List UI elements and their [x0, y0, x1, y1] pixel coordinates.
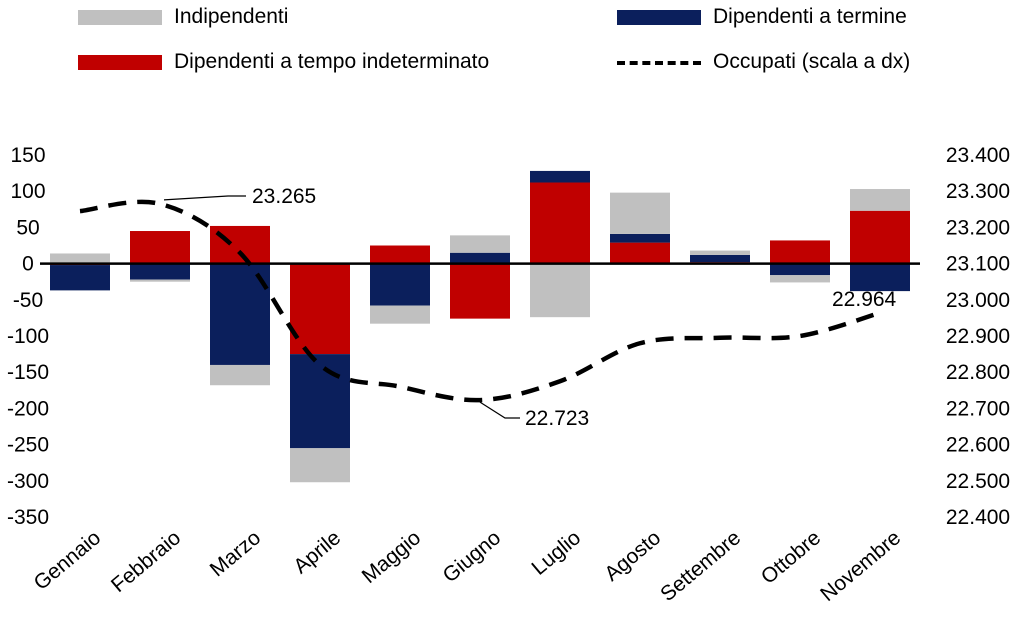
bars-layer — [50, 170, 910, 483]
legend-item-dipendenti-a-tempo-indeterminato: Dipendenti a tempo indeterminato — [78, 50, 489, 74]
bar-dipendenti-a-tempo-indeterminato-febbraio — [130, 231, 190, 264]
y-right-tick-label: 23.300 — [946, 180, 1010, 203]
chart-legend: Indipendenti Dipendenti a termine Dipend… — [0, 0, 1024, 90]
legend-label-dipendenti-a-tempo-indeterminato: Dipendenti a tempo indeterminato — [174, 50, 490, 73]
bar-dipendenti-a-tempo-indeterminato-giugno — [450, 263, 510, 319]
x-tick-label-giugno: Giugno — [439, 526, 506, 587]
y-right-tick-label: 22.900 — [946, 325, 1010, 348]
bar-dipendenti-a-termine-gennaio — [50, 265, 110, 291]
legend-swatch-dipendenti-a-termine — [617, 9, 701, 25]
bar-dipendenti-a-termine-agosto — [610, 233, 670, 243]
legend-swatch-dipendenti-a-tempo-indeterminato — [78, 54, 162, 70]
y-left-tick-label: 0 — [22, 253, 34, 276]
y-right-tick-label: 23.000 — [946, 289, 1010, 312]
y-left-tick-label: -200 — [7, 397, 49, 420]
bar-indipendenti-febbraio — [130, 279, 190, 282]
bar-indipendenti-giugno — [450, 235, 510, 253]
y-right-tick-label: 22.700 — [946, 397, 1010, 420]
x-tick-label-maggio: Maggio — [358, 526, 426, 588]
bar-dipendenti-a-tempo-indeterminato-luglio — [530, 182, 590, 264]
y-left-tick-label: 150 — [10, 144, 45, 167]
x-tick-label-ottobre: Ottobre — [757, 526, 825, 589]
legend-label-indipendenti: Indipendenti — [174, 5, 289, 28]
bar-indipendenti-novembre — [850, 189, 910, 211]
y-left-tick-label: -350 — [7, 506, 49, 529]
bar-dipendenti-a-termine-ottobre — [770, 263, 830, 276]
x-tick-label-luglio: Luglio — [527, 526, 585, 580]
bar-dipendenti-a-termine-maggio — [370, 263, 430, 306]
labels-layer: 23.265 22.723 22.964 — [163, 185, 897, 430]
bar-indipendenti-ottobre — [770, 275, 830, 283]
legend-label-occupati: Occupati (scala a dx) — [713, 50, 911, 73]
annotation-label-giugno: 22.723 — [525, 407, 589, 430]
annotation-label-novembre: 22.964 — [832, 288, 897, 311]
x-tick-label-febbraio: Febbraio — [107, 526, 185, 597]
bar-dipendenti-a-termine-aprile — [290, 354, 350, 449]
bar-dipendenti-a-tempo-indeterminato-novembre — [850, 210, 910, 264]
y-left-tick-label: 50 — [16, 216, 39, 239]
y-left-tick-label: -250 — [7, 434, 49, 457]
legend-swatch-occupati — [617, 55, 701, 70]
bar-dipendenti-a-termine-settembre — [690, 254, 750, 263]
x-tick-label-marzo: Marzo — [206, 526, 265, 581]
bar-dipendenti-a-termine-giugno — [450, 252, 510, 264]
bar-dipendenti-a-termine-febbraio — [130, 263, 190, 280]
y-left-tick-label: -300 — [7, 470, 49, 493]
bar-indipendenti-luglio — [530, 263, 590, 318]
x-tick-label-agosto: Agosto — [600, 526, 665, 586]
y-left-tick-label: 100 — [10, 180, 45, 203]
bar-indipendenti-maggio — [370, 305, 430, 324]
bar-dipendenti-a-tempo-indeterminato-aprile — [290, 263, 350, 355]
bar-dipendenti-a-termine-novembre — [850, 263, 910, 292]
legend-item-occupati: Occupati (scala a dx) — [617, 50, 910, 74]
legend-swatch-indipendenti — [78, 9, 162, 25]
annotation-leader-febbraio — [163, 195, 246, 201]
y-right-tick-label: 22.500 — [946, 470, 1010, 493]
legend-item-dipendenti-a-termine: Dipendenti a termine — [617, 5, 907, 29]
annotation-leader-giugno — [479, 401, 520, 419]
bar-dipendenti-a-tempo-indeterminato-ottobre — [770, 240, 830, 264]
y-right-tick-label: 23.100 — [946, 253, 1010, 276]
y-right-tick-label: 22.600 — [946, 434, 1010, 457]
x-tick-label-aprile: Aprile — [289, 526, 345, 578]
bar-indipendenti-settembre — [690, 250, 750, 255]
bar-dipendenti-a-tempo-indeterminato-agosto — [610, 242, 670, 264]
line-layer — [79, 199, 881, 403]
legend-label-dipendenti-a-termine: Dipendenti a termine — [713, 5, 907, 28]
y-right-tick-label: 23.200 — [946, 216, 1010, 239]
y-right-tick-label: 23.400 — [946, 144, 1010, 167]
bar-indipendenti-aprile — [290, 448, 350, 483]
bar-dipendenti-a-tempo-indeterminato-maggio — [370, 245, 430, 264]
x-tick-label-settembre: Settembre — [656, 526, 745, 606]
bar-indipendenti-gennaio — [50, 253, 110, 264]
y-left-tick-label: -150 — [7, 361, 49, 384]
x-tick-label-gennaio: Gennaio — [30, 526, 106, 595]
legend-item-indipendenti: Indipendenti — [78, 5, 288, 29]
line-occupati — [79, 199, 881, 403]
bar-indipendenti-marzo — [210, 364, 270, 386]
y-right-tick-label: 22.400 — [946, 506, 1010, 529]
x-tick-label-novembre: Novembre — [816, 526, 905, 606]
bar-indipendenti-agosto — [610, 192, 670, 234]
y-left-tick-label: -100 — [7, 325, 49, 348]
annotation-label-febbraio: 23.265 — [252, 185, 316, 208]
bar-dipendenti-a-termine-luglio — [530, 170, 590, 183]
y-right-tick-label: 22.800 — [946, 361, 1010, 384]
y-left-tick-label: -50 — [13, 289, 43, 312]
